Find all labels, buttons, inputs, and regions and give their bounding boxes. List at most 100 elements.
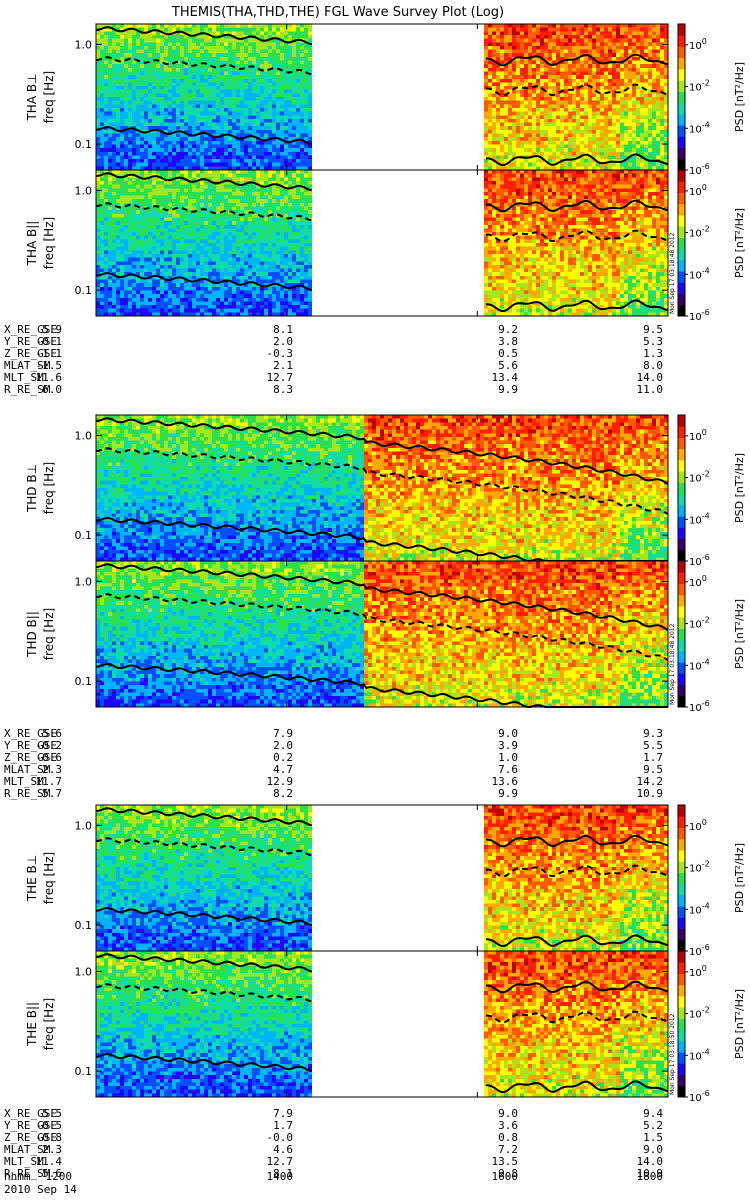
panel-ylabel-freq: freq [Hz]: [42, 217, 56, 269]
ephemeris-value: 11.7: [36, 775, 63, 788]
colorbar-tick-label: 10-4: [689, 1047, 710, 1062]
colorbar-tick-label: 10-6: [689, 943, 710, 958]
colorbar-swatch: [678, 459, 685, 472]
colorbar-label: PSD [nT²/Hz]: [733, 599, 746, 669]
ephemeris-value: 5.2: [643, 1119, 663, 1132]
colorbar-swatch: [678, 939, 685, 952]
ephemeris-value: -0.2: [36, 739, 63, 752]
ephemeris-value: -1.5: [36, 359, 63, 372]
colorbar: 100 10-2 10-4 10-6 PSD [nT²/Hz]: [677, 23, 746, 177]
y-tick-label: 1.0: [75, 38, 93, 51]
ephemeris-value: 9.5: [643, 323, 663, 336]
ephemeris-value: 5.5: [643, 739, 663, 752]
colorbar-swatch: [678, 894, 685, 907]
ephemeris-value: 13.5: [492, 1155, 519, 1168]
colorbar-label: PSD [nT²/Hz]: [733, 989, 746, 1059]
plot-timestamp: Mon Sep 17 03:18:50 2012: [669, 1013, 676, 1095]
y-tick-label: 1.0: [75, 575, 93, 588]
colorbar: 100 10-2 10-4 10-6 PSD [nT²/Hz]: [677, 169, 746, 323]
colorbar-swatch: [678, 271, 685, 283]
colorbar-tick-label: 10-6: [689, 699, 710, 714]
colorbar-tick-label: 10-2: [689, 616, 710, 631]
colorbar-swatch: [678, 872, 685, 885]
ephemeris-value: 11.6: [36, 371, 63, 384]
ephemeris-value: 7.9: [273, 1107, 293, 1120]
panel-ylabel: THD B⊥: [25, 464, 39, 513]
half-gyrofreq-curve: [95, 56, 669, 97]
colorbar-swatch: [678, 827, 685, 840]
ephemeris-value: 9.4: [643, 1107, 663, 1120]
x-tick-label: 1400: [267, 1170, 294, 1183]
colorbar-swatch: [678, 68, 685, 81]
ephemeris-row-name: MLT_SM: [4, 775, 44, 788]
ephemeris-value: 8.0: [643, 359, 663, 372]
ephemeris-value: 7.6: [498, 763, 518, 776]
ephemeris-value: 2.1: [273, 359, 293, 372]
ephemeris-value: 8.2: [273, 787, 293, 800]
ephemeris-value: 5.6: [42, 1167, 62, 1180]
colorbar-swatch: [678, 1074, 685, 1087]
colorbar-frame: [677, 950, 686, 1098]
ephemeris-value: 7.9: [273, 727, 293, 740]
colorbar-tick-label: 100: [689, 574, 707, 589]
ephemeris-value: 3.9: [498, 739, 518, 752]
time-axis-labels: hhmm 2010 Sep 14 1200 1400 1600 1800: [4, 1170, 663, 1196]
colorbar-swatch: [678, 1085, 685, 1098]
colorbar-label: PSD [nT²/Hz]: [733, 62, 746, 132]
ephemeris-value: 1.7: [273, 1119, 293, 1132]
spectrogram-panel: 1.0 0.1 THA B⊥ freq [Hz] 100 10-2 10-4 10-6 PSD …: [25, 23, 746, 177]
colorbar-swatch: [678, 516, 685, 528]
ephemeris-value: 6.0: [42, 383, 62, 396]
spectrogram-image: [96, 24, 668, 170]
panel-ylabel: THE B||: [25, 1002, 39, 1047]
colorbar-swatch: [678, 883, 685, 896]
half-gyrofreq-curve: [95, 447, 669, 516]
colorbar-swatch: [678, 102, 685, 115]
colorbar-tick-label: 10-6: [689, 308, 710, 323]
colorbar-tick-label: 10-6: [689, 162, 710, 177]
ephemeris-value: 9.0: [643, 1143, 663, 1156]
ephemeris-value: 9.0: [498, 727, 518, 740]
colorbar-swatch: [678, 91, 685, 104]
colorbar-swatch: [678, 24, 685, 36]
spectrogram-panel: 1.0 0.1 THE B|| freq [Hz] 100 10-2 10-4 10-6 PSD…: [25, 950, 746, 1104]
ephemeris-value: 11.0: [637, 383, 664, 396]
panel-ylabel: THA B⊥: [25, 73, 39, 121]
colorbar-swatch: [678, 984, 685, 997]
ephemeris-value: 10.9: [637, 787, 664, 800]
colorbar-swatch: [678, 437, 685, 450]
gyrofreq-curve: [95, 417, 669, 486]
colorbar-swatch: [678, 572, 685, 584]
ephemeris-value: 3.8: [498, 335, 518, 348]
colorbar-tick-label: 10-2: [689, 860, 710, 875]
colorbar-swatch: [678, 226, 685, 238]
colorbar-swatch: [678, 170, 685, 182]
colorbar-tick-label: 10-4: [689, 901, 710, 916]
colorbar-swatch: [678, 684, 685, 697]
ephemeris-value: 2.0: [273, 335, 293, 348]
gyrofreq-curve: [95, 953, 669, 994]
colorbar-tick-label: 100: [689, 37, 707, 52]
spectrogram-panel: 1.0 0.1 THA B|| freq [Hz] 100 10-2 10-4 10-6 PSD…: [25, 169, 746, 323]
colorbar-swatch: [678, 482, 685, 495]
ephemeris-value: 5.6: [42, 727, 62, 740]
ephemeris-value: 9.3: [643, 727, 663, 740]
ephemeris-row-name: Z_RE_GSE: [4, 347, 57, 360]
y-tick-label: 0.1: [75, 529, 93, 542]
colorbar-swatch: [678, 282, 685, 295]
ephemeris-row-name: R_RE_SM: [4, 383, 51, 396]
plot-title: THEMIS(THA,THD,THE) FGL Wave Survey Plot…: [171, 5, 504, 20]
panel-ylabel: THD B||: [25, 611, 39, 658]
ephemeris-row-name: MLAT_SM: [4, 359, 51, 372]
colorbar: 100 10-2 10-4 10-6 PSD [nT²/Hz]: [677, 804, 746, 958]
gyrofreq-curve: [95, 172, 669, 213]
colorbar-swatch: [678, 1063, 685, 1076]
colorbar-tick-label: 10-4: [689, 657, 710, 672]
ephemeris-value: 0.5: [498, 347, 518, 360]
colorbar-swatch: [678, 237, 685, 250]
ephemeris-value: 9.0: [498, 1107, 518, 1120]
spectrogram-image: [96, 170, 668, 316]
